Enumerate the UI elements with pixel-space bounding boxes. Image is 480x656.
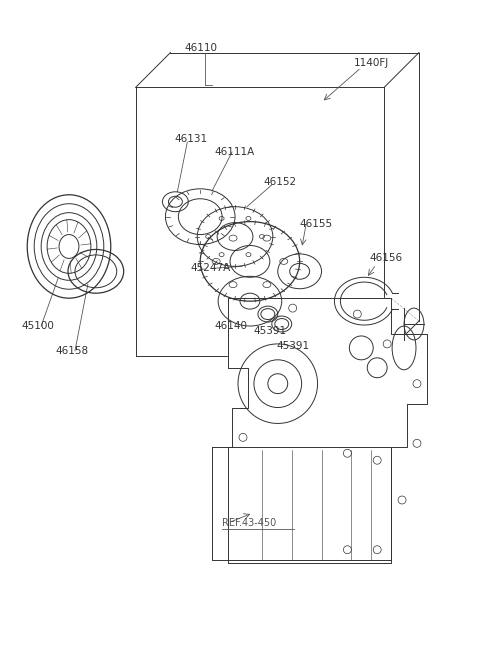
Polygon shape xyxy=(228,447,391,563)
Text: 46111A: 46111A xyxy=(214,147,254,157)
Text: 46152: 46152 xyxy=(264,177,297,187)
Text: REF.43-450: REF.43-450 xyxy=(222,518,276,528)
Text: 45247A: 45247A xyxy=(190,263,230,274)
Text: 1140FJ: 1140FJ xyxy=(353,58,389,68)
Text: 45100: 45100 xyxy=(21,321,54,331)
Polygon shape xyxy=(212,298,427,560)
Text: 46156: 46156 xyxy=(369,253,402,264)
Text: 46140: 46140 xyxy=(214,321,247,331)
Text: 45391: 45391 xyxy=(277,341,310,351)
Text: 46110: 46110 xyxy=(184,43,217,52)
Text: 46131: 46131 xyxy=(174,134,207,144)
Text: 46158: 46158 xyxy=(55,346,88,356)
Text: 45391: 45391 xyxy=(254,326,287,336)
Text: 46155: 46155 xyxy=(300,218,333,228)
